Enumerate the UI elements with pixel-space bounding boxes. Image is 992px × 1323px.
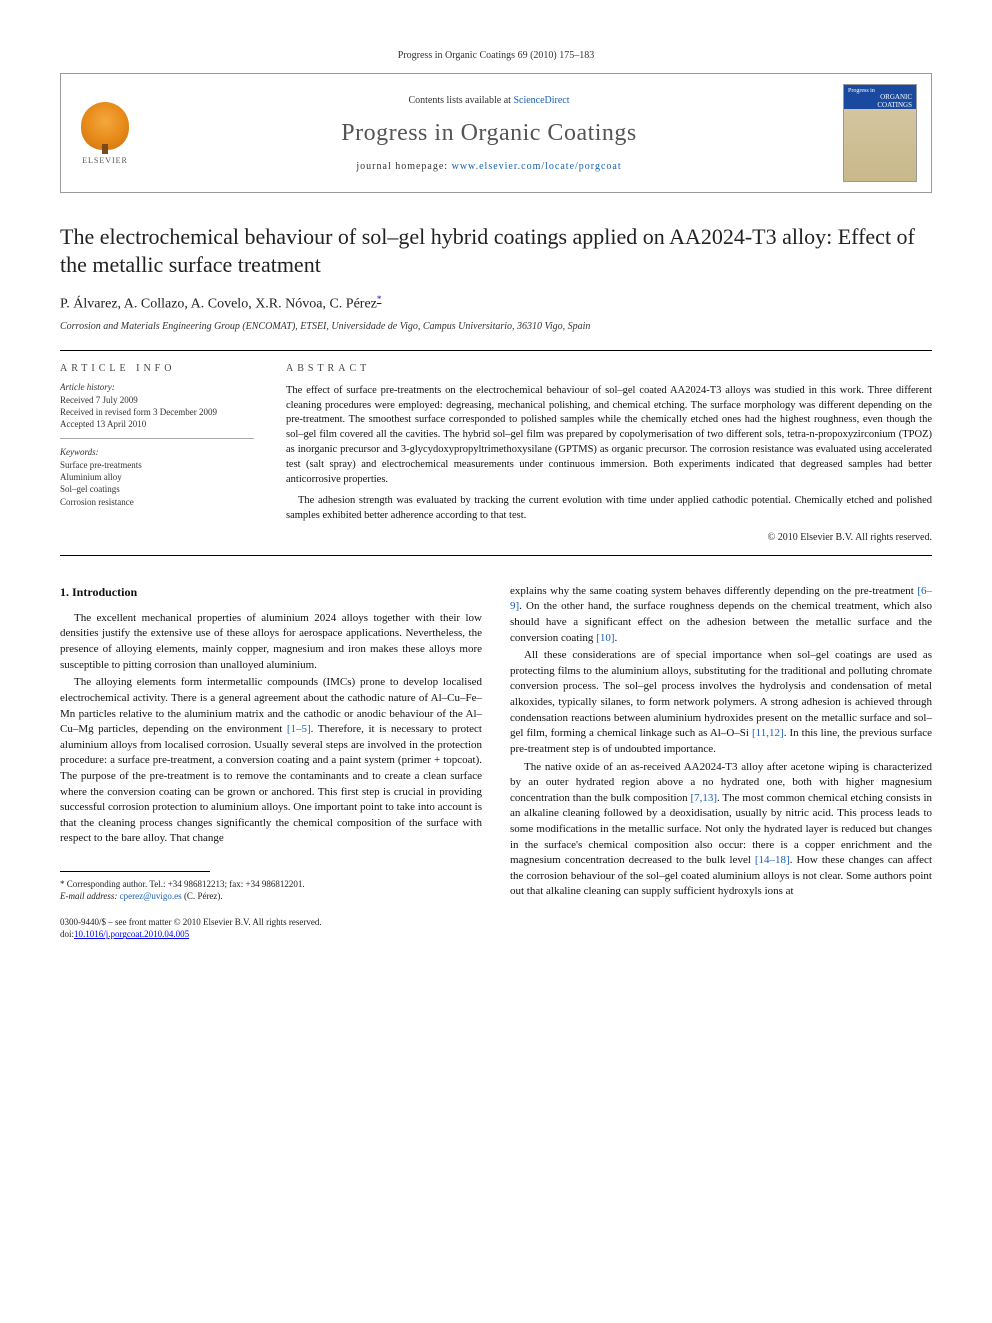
abstract-column: ABSTRACT The effect of surface pre-treat… <box>270 351 932 555</box>
article-title: The electrochemical behaviour of sol–gel… <box>60 223 932 278</box>
email-suffix: (C. Pérez). <box>182 891 223 901</box>
elsevier-tree-icon <box>81 102 129 150</box>
email-link[interactable]: cperez@uvigo.es <box>120 891 182 901</box>
affiliation: Corrosion and Materials Engineering Grou… <box>60 321 932 332</box>
email-footnote: E-mail address: cperez@uvigo.es (C. Pére… <box>60 890 482 902</box>
history-line: Received in revised form 3 December 2009 <box>60 406 254 418</box>
journal-homepage-link[interactable]: www.elsevier.com/locate/porgcoat <box>452 161 622 172</box>
history-line: Accepted 13 April 2010 <box>60 418 254 430</box>
history-label: Article history: <box>60 382 254 392</box>
keyword: Sol–gel coatings <box>60 483 254 495</box>
abstract-copyright: © 2010 Elsevier B.V. All rights reserved… <box>286 532 932 543</box>
journal-cover-thumbnail: Progress in ORGANIC COATINGS <box>843 84 917 182</box>
citation-link[interactable]: [1–5] <box>287 723 311 735</box>
publisher-label: ELSEVIER <box>82 156 128 165</box>
citation-link[interactable]: [11,12] <box>752 727 784 739</box>
body-text: explains why the same coating system beh… <box>510 585 917 597</box>
citation-link[interactable]: [7,13] <box>690 792 717 804</box>
journal-masthead: ELSEVIER Contents lists available at Sci… <box>60 73 932 193</box>
keywords-label: Keywords: <box>60 447 254 457</box>
body-paragraph: The excellent mechanical properties of a… <box>60 611 482 673</box>
keyword: Aluminium alloy <box>60 471 254 483</box>
journal-homepage-line: journal homepage: www.elsevier.com/locat… <box>149 161 829 172</box>
author-names: P. Álvarez, A. Collazo, A. Covelo, X.R. … <box>60 297 377 312</box>
front-matter-line: 0300-9440/$ – see front matter © 2010 El… <box>60 916 482 928</box>
sciencedirect-link[interactable]: ScienceDirect <box>513 95 569 106</box>
contents-prefix: Contents lists available at <box>408 95 513 106</box>
abstract-heading: ABSTRACT <box>286 363 932 374</box>
abstract-text: The effect of surface pre-treatments on … <box>286 384 932 524</box>
doi-block: 0300-9440/$ – see front matter © 2010 El… <box>60 916 482 940</box>
body-paragraph: All these considerations are of special … <box>510 648 932 757</box>
body-paragraph: The alloying elements form intermetallic… <box>60 675 482 847</box>
email-label: E-mail address: <box>60 891 120 901</box>
keywords-block: Keywords: Surface pre-treatments Alumini… <box>60 447 254 516</box>
left-column: 1. Introduction The excellent mechanical… <box>60 584 482 941</box>
body-paragraph: explains why the same coating system beh… <box>510 584 932 646</box>
keyword: Surface pre-treatments <box>60 459 254 471</box>
history-line: Received 7 July 2009 <box>60 394 254 406</box>
doi-link[interactable]: 10.1016/j.porgcoat.2010.04.005 <box>74 929 189 939</box>
cover-title-text: ORGANIC COATINGS <box>844 93 912 109</box>
citation-link[interactable]: [10] <box>596 632 614 644</box>
homepage-prefix: journal homepage: <box>356 161 451 172</box>
section-heading: 1. Introduction <box>60 584 482 601</box>
author-list: P. Álvarez, A. Collazo, A. Covelo, X.R. … <box>60 294 932 313</box>
publisher-logo: ELSEVIER <box>75 102 135 165</box>
contents-available-line: Contents lists available at ScienceDirec… <box>149 95 829 106</box>
corresponding-footnote: * Corresponding author. Tel.: +34 986812… <box>60 878 482 890</box>
journal-title: Progress in Organic Coatings <box>149 120 829 147</box>
abstract-paragraph: The adhesion strength was evaluated by t… <box>286 494 932 524</box>
body-columns: 1. Introduction The excellent mechanical… <box>60 584 932 941</box>
body-text: . <box>614 632 617 644</box>
article-history-block: Article history: Received 7 July 2009 Re… <box>60 382 254 439</box>
body-text: . On the other hand, the surface roughne… <box>510 600 932 643</box>
journal-center: Contents lists available at ScienceDirec… <box>149 95 829 172</box>
keyword: Corrosion resistance <box>60 496 254 508</box>
corresponding-author-marker[interactable]: * <box>377 294 382 304</box>
page-root: Progress in Organic Coatings 69 (2010) 1… <box>0 0 992 981</box>
doi-line: doi:10.1016/j.porgcoat.2010.04.005 <box>60 928 482 940</box>
right-column: explains why the same coating system beh… <box>510 584 932 941</box>
abstract-paragraph: The effect of surface pre-treatments on … <box>286 384 932 488</box>
body-paragraph: The native oxide of an as-received AA202… <box>510 760 932 900</box>
body-text: All these considerations are of special … <box>510 649 932 739</box>
body-text: . Therefore, it is necessary to protect … <box>60 723 482 844</box>
citation-link[interactable]: [14–18] <box>755 854 790 866</box>
doi-prefix: doi: <box>60 929 74 939</box>
article-info-heading: ARTICLE INFO <box>60 363 254 374</box>
footnote-separator <box>60 871 210 872</box>
info-abstract-container: ARTICLE INFO Article history: Received 7… <box>60 350 932 556</box>
running-header: Progress in Organic Coatings 69 (2010) 1… <box>60 50 932 61</box>
article-info-column: ARTICLE INFO Article history: Received 7… <box>60 351 270 555</box>
